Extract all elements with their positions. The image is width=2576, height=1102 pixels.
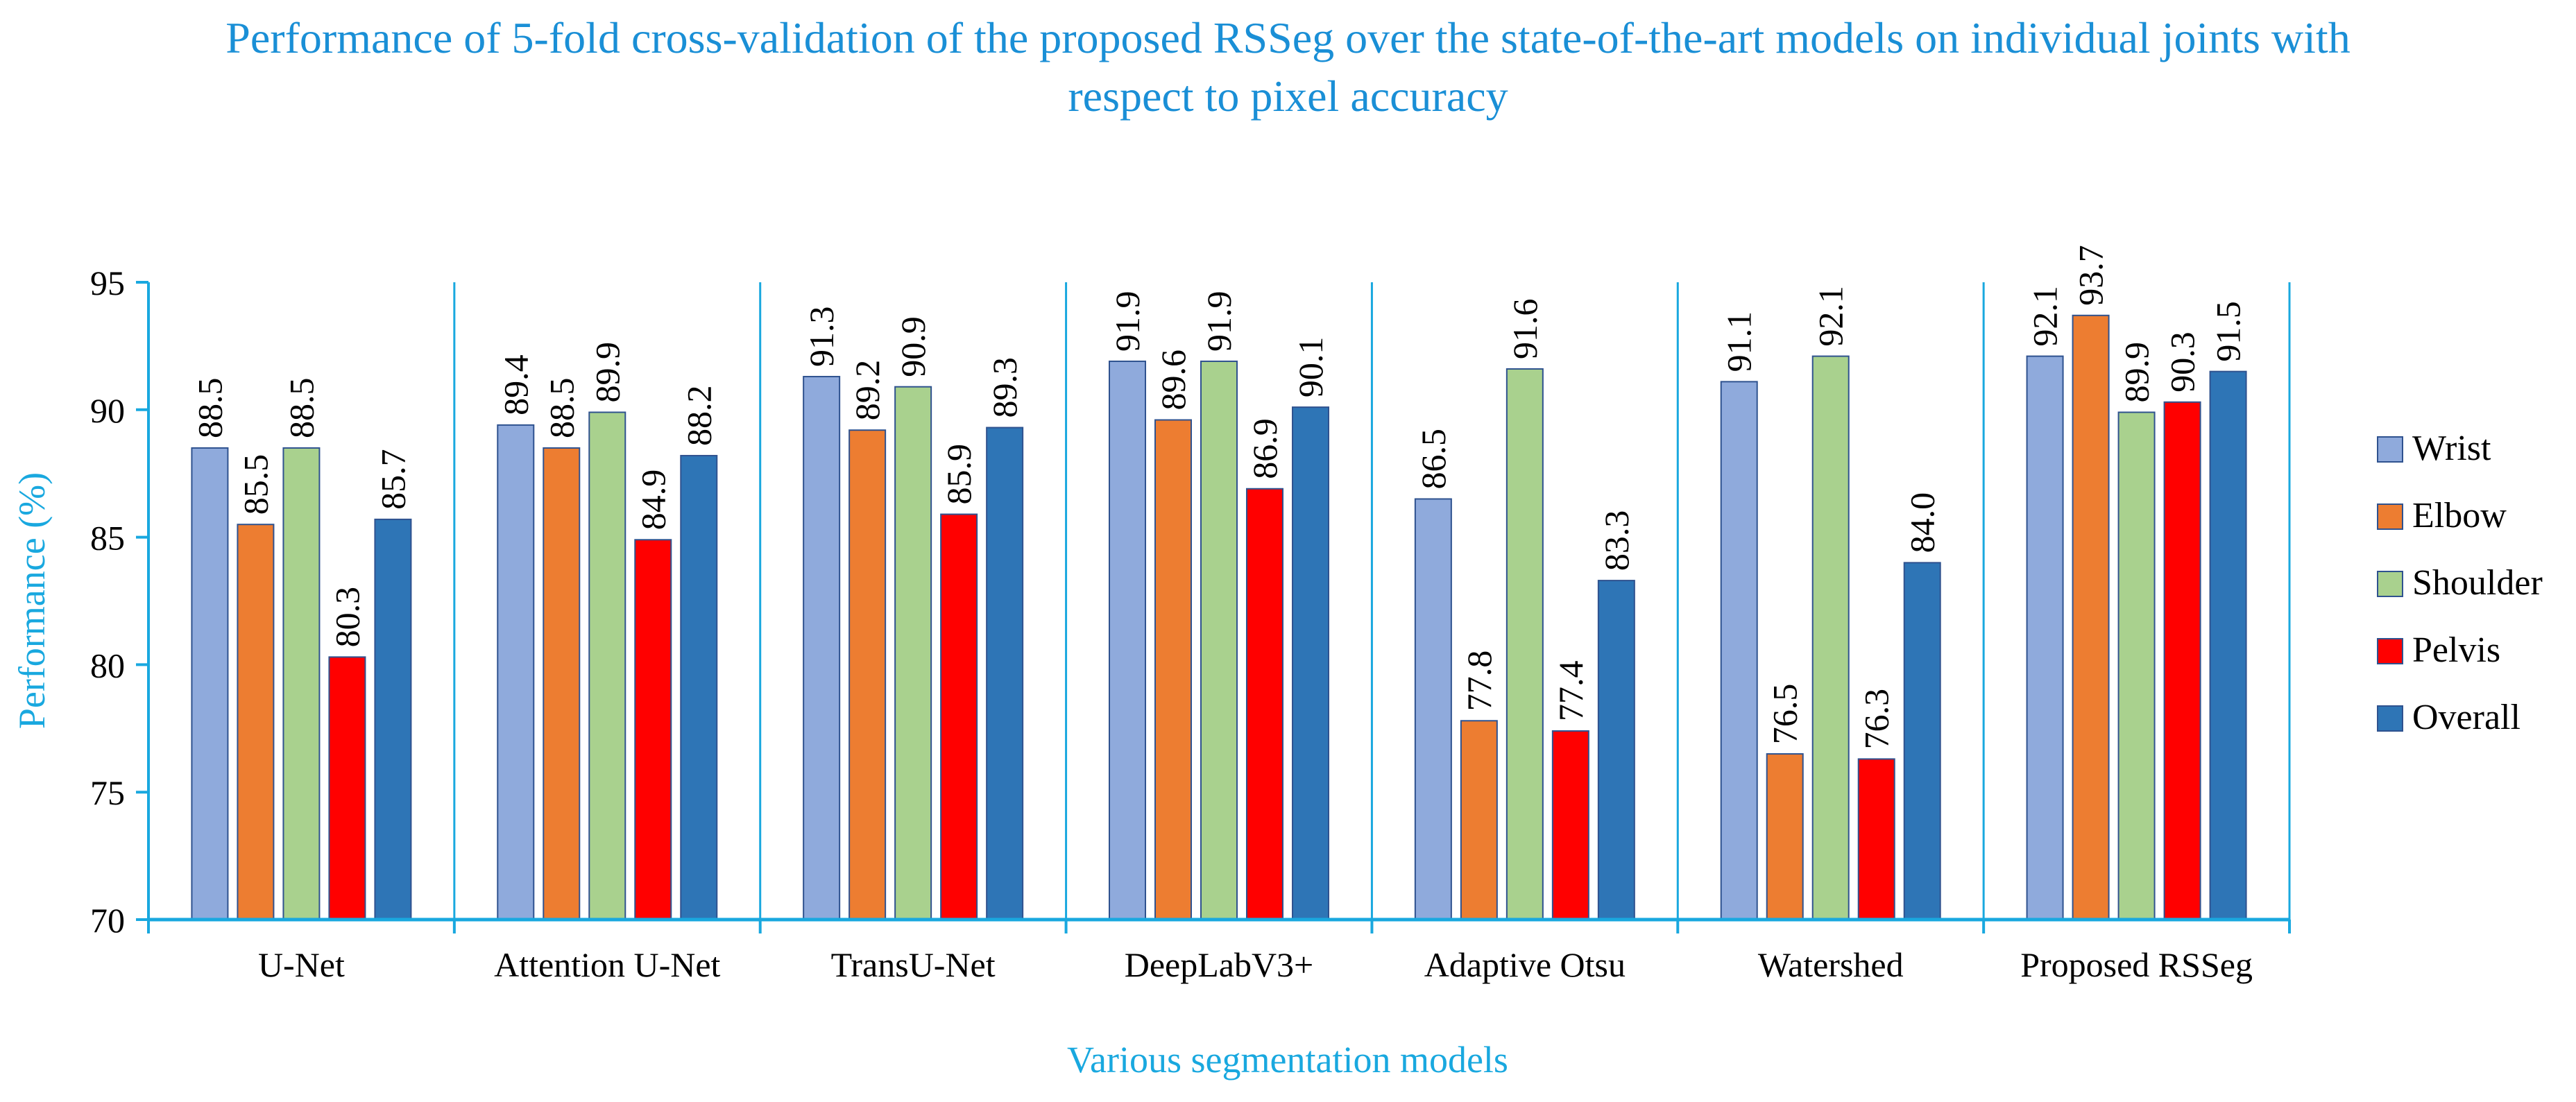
data-label: 90.9	[894, 316, 932, 377]
data-label: 77.8	[1460, 651, 1499, 712]
bar-pelvis	[634, 539, 672, 920]
bar-wrist	[497, 424, 535, 920]
data-label: 76.3	[1857, 689, 1896, 750]
data-label: 84.9	[633, 470, 672, 530]
y-tick-label: 70	[90, 901, 125, 940]
y-tick-label: 80	[90, 646, 125, 685]
bar-overall	[2209, 370, 2247, 920]
data-label: 88.2	[679, 385, 718, 446]
data-label: 85.7	[373, 449, 412, 510]
data-label: 76.5	[1766, 684, 1805, 745]
bar-elbow	[543, 447, 581, 920]
legend-swatch-wrist	[2377, 436, 2403, 463]
data-label: 89.2	[848, 360, 887, 421]
legend-swatch-elbow	[2377, 503, 2403, 530]
data-label: 90.1	[1291, 337, 1330, 398]
bar-shoulder	[282, 447, 321, 920]
bar-shoulder	[1200, 360, 1238, 920]
bar-elbow	[848, 429, 887, 920]
bar-elbow	[237, 524, 275, 920]
y-tick-label: 75	[90, 773, 125, 812]
bar-overall	[1597, 580, 1635, 920]
data-label: 91.9	[1200, 291, 1238, 352]
data-label: 89.9	[588, 342, 626, 403]
chart-title-line-1: Performance of 5-fold cross-validation o…	[225, 13, 2351, 62]
data-label: 90.3	[2163, 332, 2202, 393]
x-axis-title: Various segmentation models	[1067, 1039, 1508, 1081]
legend-swatch-pelvis	[2377, 638, 2403, 664]
data-label: 80.3	[327, 587, 366, 648]
x-tick-label: Attention U-Net	[494, 945, 720, 984]
legend-label-pelvis: Pelvis	[2412, 630, 2500, 670]
legend-label-overall: Overall	[2412, 698, 2520, 737]
bar-elbow	[1154, 419, 1192, 920]
bar-shoulder	[1505, 368, 1544, 920]
legend-label-elbow: Elbow	[2412, 496, 2507, 535]
bar-elbow	[1460, 720, 1498, 920]
data-label: 88.5	[190, 377, 229, 438]
bar-pelvis	[1246, 488, 1283, 920]
data-label: 86.9	[1245, 418, 1284, 479]
x-tick-label: Proposed RSSeg	[2020, 945, 2253, 984]
data-label: 89.4	[496, 354, 535, 415]
bar-shoulder	[588, 411, 626, 920]
bar-overall	[986, 427, 1024, 920]
data-label: 93.7	[2072, 245, 2110, 306]
x-tick-label: Watershed	[1758, 945, 1904, 984]
bar-pelvis	[1551, 730, 1589, 920]
bar-wrist	[191, 447, 229, 920]
data-label: 89.6	[1154, 350, 1193, 411]
legend-swatch-overall	[2377, 705, 2403, 732]
legend-swatch-shoulder	[2377, 571, 2403, 597]
bar-wrist	[1720, 381, 1758, 920]
bar-overall	[1903, 562, 1941, 920]
data-label: 91.6	[1505, 298, 1544, 359]
bar-overall	[1292, 406, 1329, 920]
x-tick-label: TransU-Net	[831, 945, 996, 984]
data-label: 88.5	[282, 377, 321, 438]
chart-title-line-2: respect to pixel accuracy	[1068, 71, 1508, 121]
bar-overall	[374, 518, 412, 920]
bar-wrist	[1414, 498, 1452, 920]
bar-elbow	[2072, 314, 2110, 920]
data-label: 83.3	[1597, 510, 1636, 571]
data-label: 91.3	[802, 307, 841, 368]
data-label: 86.5	[1414, 429, 1453, 490]
legend-label-shoulder: Shoulder	[2412, 563, 2543, 603]
bar-pelvis	[2163, 401, 2201, 920]
bar-overall	[680, 454, 718, 920]
data-label: 92.1	[1811, 286, 1850, 347]
bar-shoulder	[2117, 411, 2156, 920]
data-label: 85.5	[236, 454, 275, 515]
bar-pelvis	[940, 513, 978, 920]
x-tick-label: DeepLabV3+	[1125, 945, 1314, 984]
bar-shoulder	[1811, 355, 1850, 920]
y-axis-title: Performance (%)	[11, 472, 53, 729]
bar-elbow	[1766, 753, 1804, 921]
data-label: 92.1	[2026, 286, 2065, 347]
x-tick-label: U-Net	[258, 945, 345, 984]
data-label: 91.5	[2209, 301, 2248, 362]
data-label: 88.5	[542, 377, 581, 438]
bar-pelvis	[328, 656, 366, 920]
data-label: 91.1	[1720, 311, 1759, 372]
data-label: 85.9	[939, 444, 978, 505]
data-label: 89.9	[2117, 342, 2156, 403]
data-label: 77.4	[1551, 660, 1590, 721]
y-tick-label: 95	[90, 264, 125, 302]
data-label: 89.3	[985, 357, 1024, 418]
bar-shoulder	[894, 386, 932, 920]
bar-pelvis	[1857, 758, 1895, 920]
bar-wrist	[1109, 360, 1146, 920]
y-tick-label: 85	[90, 519, 125, 558]
data-label: 84.0	[1903, 492, 1942, 553]
bar-wrist	[2026, 355, 2064, 920]
y-tick-label: 90	[90, 391, 125, 430]
bar-wrist	[803, 376, 841, 920]
x-tick-label: Adaptive Otsu	[1424, 945, 1626, 984]
data-label: 91.9	[1108, 291, 1147, 352]
legend-label-wrist: Wrist	[2412, 429, 2491, 468]
